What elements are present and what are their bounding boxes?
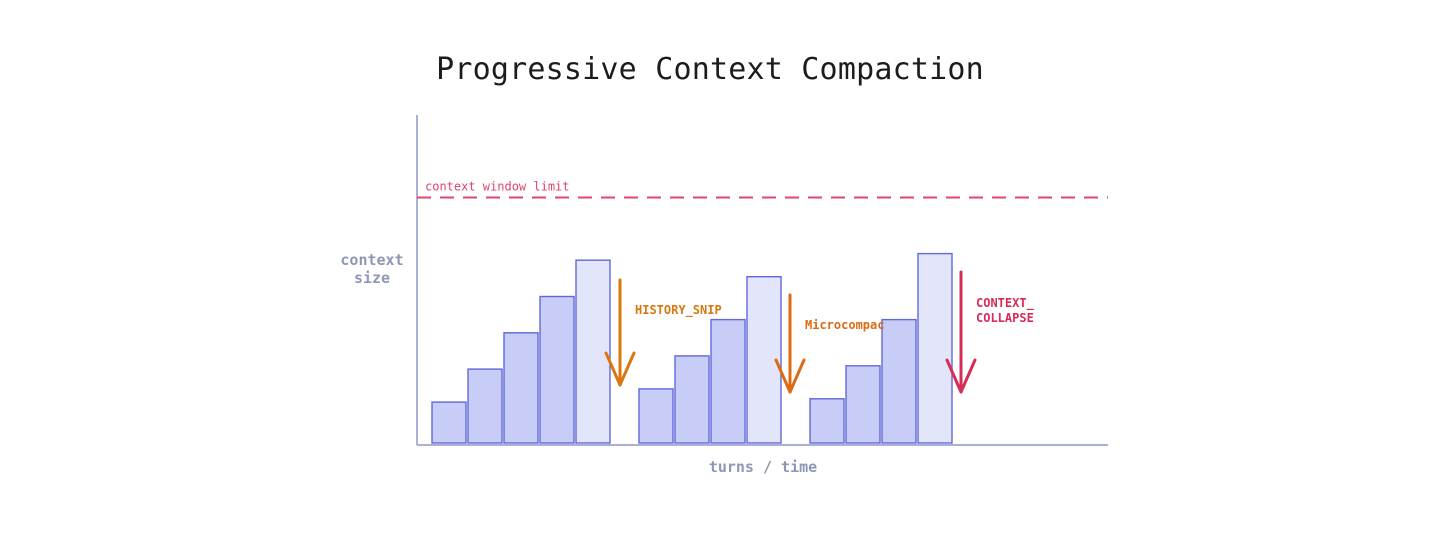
down-arrow-head: [774, 358, 806, 394]
down-arrow-head: [604, 351, 636, 387]
bar: [809, 398, 845, 444]
page-title: Progressive Context Compaction: [436, 52, 984, 87]
y-axis-label: size: [354, 269, 390, 287]
x-axis-label: turns / time: [709, 458, 817, 476]
context-window-limit: context window limit: [417, 180, 1108, 199]
bar: [503, 332, 539, 444]
bar: [575, 259, 611, 444]
bar: [467, 368, 503, 444]
bar: [431, 401, 467, 444]
limit-label: context window limit: [425, 180, 570, 194]
stage-label: HISTORY_SNIP: [635, 303, 722, 318]
axes: [416, 115, 1108, 446]
bar: [710, 318, 746, 444]
bar: [845, 365, 881, 444]
labels: HISTORY_SNIP Microcompac CONTEXT_COLLAPSE c…: [340, 251, 1034, 476]
bar: [638, 388, 674, 444]
bar: [674, 355, 710, 444]
bars: [431, 252, 953, 444]
bar: [881, 318, 917, 444]
down-arrow-head: [945, 358, 977, 394]
stage-label: Microcompac: [805, 318, 884, 332]
stage-arrows: [604, 270, 977, 394]
stage-label: CONTEXT_: [976, 296, 1035, 311]
bar: [917, 252, 953, 444]
stage-label: COLLAPSE: [976, 311, 1034, 325]
y-axis-label: context: [340, 251, 403, 269]
bar: [539, 295, 575, 444]
